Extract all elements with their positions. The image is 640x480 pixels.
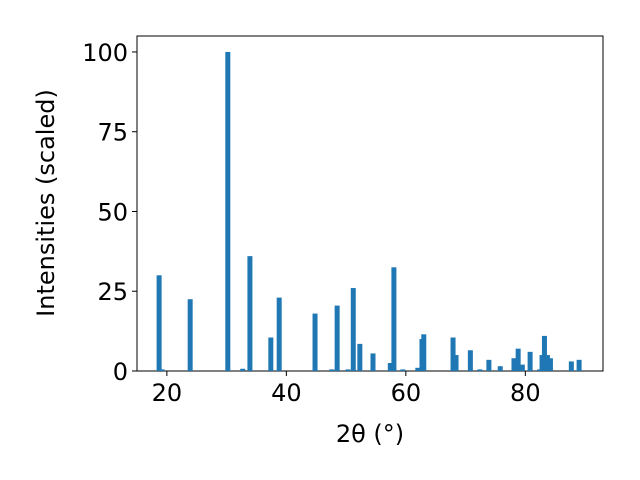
- bar: [334, 305, 340, 371]
- bar: [544, 355, 550, 371]
- y-axis-label: Intensities (scaled): [32, 89, 60, 317]
- bar: [357, 343, 363, 371]
- bar: [511, 358, 517, 371]
- x-tick-label: 40: [271, 379, 302, 407]
- bar: [329, 369, 335, 371]
- bar: [240, 368, 246, 371]
- x-tick-label: 80: [510, 379, 541, 407]
- bar: [519, 364, 525, 371]
- bar: [400, 369, 406, 371]
- bar: [450, 337, 456, 371]
- x-tick-label: 20: [152, 379, 183, 407]
- y-tick-label: 50: [97, 198, 128, 226]
- bar: [156, 275, 162, 371]
- bar: [276, 297, 282, 371]
- y-tick-label: 75: [97, 119, 128, 147]
- bar: [350, 288, 356, 371]
- bar: [391, 267, 397, 371]
- bar: [370, 353, 376, 371]
- plot-frame: [136, 35, 604, 372]
- bar: [541, 335, 547, 371]
- bar: [187, 299, 193, 371]
- bar: [453, 355, 459, 371]
- x-tick-label: 60: [391, 379, 422, 407]
- bar: [467, 350, 473, 371]
- bar: [225, 51, 231, 371]
- bar: [486, 359, 492, 371]
- bar: [421, 334, 427, 371]
- bar: [515, 348, 521, 371]
- bar: [268, 337, 274, 371]
- y-tick-label: 25: [97, 278, 128, 306]
- bar: [247, 256, 253, 371]
- bar: [312, 313, 318, 371]
- y-tick-label: 0: [113, 358, 128, 386]
- bar: [576, 359, 582, 371]
- y-tick-label: 100: [82, 39, 128, 67]
- bar: [568, 361, 574, 371]
- bar: [497, 366, 503, 371]
- bar: [527, 351, 533, 371]
- bar: [477, 369, 483, 371]
- bar: [387, 363, 393, 371]
- bar: [159, 369, 165, 371]
- bar: [415, 367, 421, 371]
- x-axis-label: 2θ (°): [336, 420, 404, 448]
- bar: [345, 369, 351, 371]
- bar: [547, 358, 553, 371]
